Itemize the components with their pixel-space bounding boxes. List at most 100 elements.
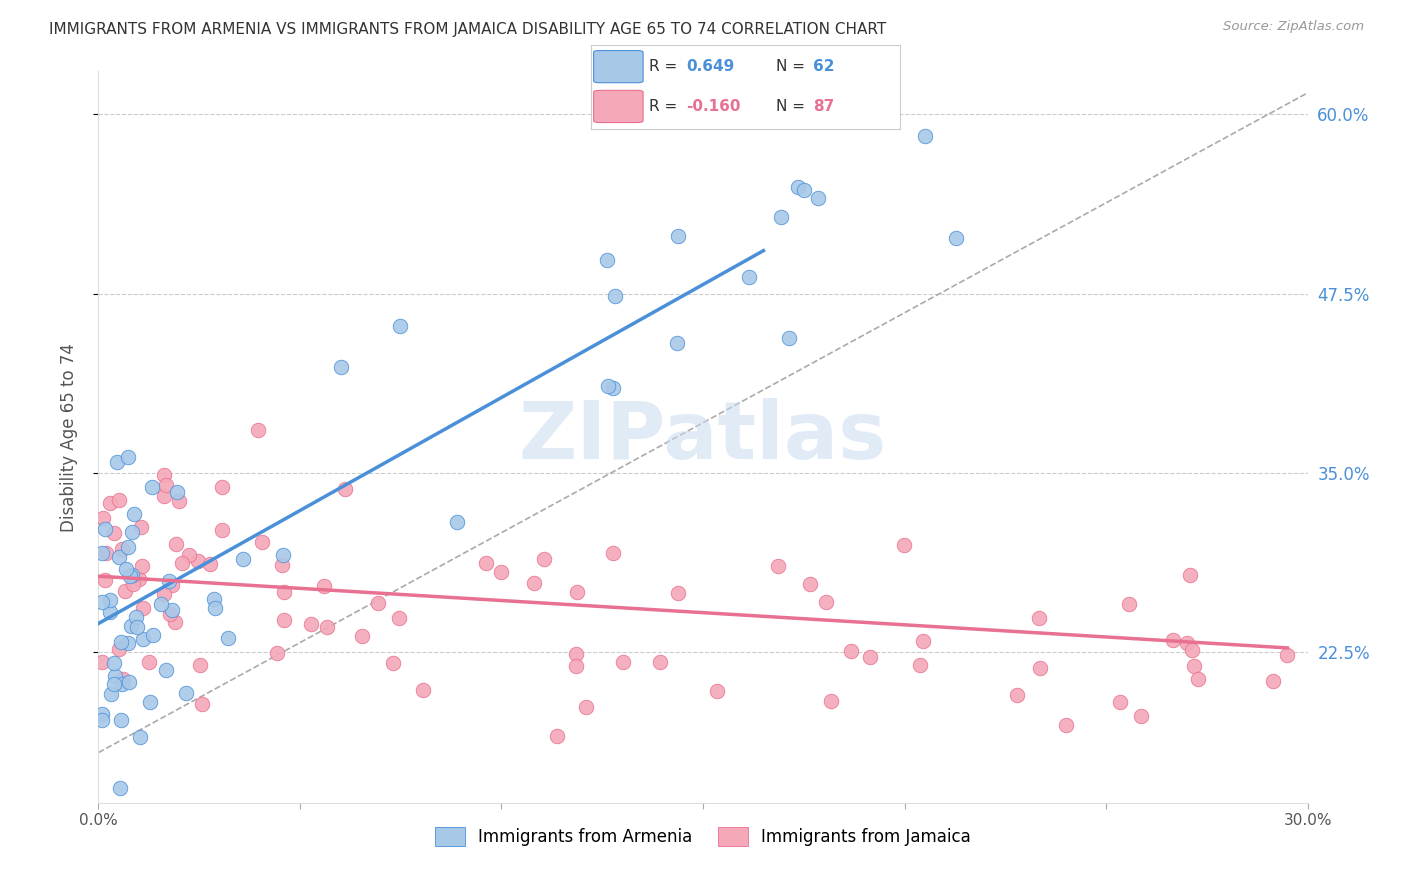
Legend: Immigrants from Armenia, Immigrants from Jamaica: Immigrants from Armenia, Immigrants from… bbox=[429, 821, 977, 853]
Point bbox=[139, 695, 162, 709]
Point bbox=[122, 577, 145, 591]
Point bbox=[814, 595, 837, 609]
Point bbox=[94, 522, 117, 536]
Point bbox=[778, 331, 800, 345]
Point bbox=[117, 541, 139, 555]
Point bbox=[138, 655, 160, 669]
Point bbox=[1182, 659, 1205, 673]
Point bbox=[893, 538, 915, 552]
Point bbox=[163, 615, 186, 630]
Point bbox=[602, 381, 624, 395]
Point bbox=[1187, 673, 1209, 687]
Point bbox=[523, 576, 546, 591]
Point bbox=[706, 683, 728, 698]
Point bbox=[118, 675, 141, 690]
Point bbox=[575, 699, 598, 714]
Point bbox=[91, 707, 114, 722]
Point bbox=[160, 577, 183, 591]
Point bbox=[807, 191, 830, 205]
Point bbox=[839, 644, 862, 658]
FancyBboxPatch shape bbox=[593, 90, 643, 122]
Point bbox=[1175, 636, 1198, 650]
Point bbox=[567, 585, 589, 599]
Point bbox=[131, 558, 153, 573]
Point bbox=[91, 656, 114, 670]
FancyBboxPatch shape bbox=[593, 51, 643, 83]
Text: 0.649: 0.649 bbox=[686, 59, 735, 74]
Point bbox=[132, 600, 155, 615]
Point bbox=[142, 627, 165, 641]
Point bbox=[103, 656, 125, 670]
Point bbox=[388, 318, 411, 333]
Text: R =: R = bbox=[650, 59, 682, 74]
Point bbox=[820, 694, 842, 708]
Point bbox=[1277, 648, 1299, 663]
Point bbox=[650, 655, 672, 669]
Point bbox=[160, 603, 183, 617]
Point bbox=[911, 633, 934, 648]
Point bbox=[153, 489, 176, 503]
Point bbox=[169, 494, 191, 508]
Point bbox=[766, 559, 789, 574]
Point bbox=[149, 598, 172, 612]
Point bbox=[111, 672, 134, 686]
Point bbox=[489, 565, 512, 579]
Point bbox=[159, 607, 181, 622]
Point bbox=[908, 658, 931, 673]
Point bbox=[110, 677, 132, 691]
Point bbox=[108, 549, 131, 564]
Point bbox=[191, 697, 214, 711]
Point bbox=[252, 534, 274, 549]
Point bbox=[91, 713, 114, 727]
Point bbox=[157, 574, 180, 588]
Point bbox=[602, 546, 624, 560]
Point bbox=[110, 714, 132, 728]
Point bbox=[316, 620, 339, 634]
Point bbox=[786, 179, 808, 194]
Point bbox=[1130, 709, 1153, 723]
Point bbox=[1118, 597, 1140, 611]
Point bbox=[155, 478, 177, 492]
Point bbox=[98, 593, 121, 607]
Point bbox=[125, 609, 148, 624]
Point bbox=[211, 480, 233, 494]
Point bbox=[117, 450, 139, 464]
Point bbox=[103, 677, 125, 691]
Point bbox=[198, 558, 221, 572]
Point bbox=[565, 648, 588, 662]
Point bbox=[1108, 695, 1130, 709]
Point bbox=[104, 668, 127, 682]
Point bbox=[666, 228, 689, 243]
Point bbox=[91, 546, 114, 560]
Point bbox=[111, 541, 134, 556]
Text: ZIPatlas: ZIPatlas bbox=[519, 398, 887, 476]
Point bbox=[273, 585, 295, 599]
Point bbox=[595, 253, 617, 268]
Point bbox=[105, 455, 128, 469]
Point bbox=[382, 656, 405, 670]
Point bbox=[475, 556, 498, 570]
Point bbox=[204, 601, 226, 615]
Point bbox=[211, 523, 233, 537]
Point bbox=[1263, 673, 1285, 688]
Point bbox=[108, 493, 131, 508]
Point bbox=[388, 611, 411, 625]
Point bbox=[273, 613, 295, 627]
Point bbox=[799, 577, 821, 591]
Point bbox=[188, 657, 211, 672]
Point bbox=[114, 583, 136, 598]
Point bbox=[945, 231, 967, 245]
Point bbox=[128, 572, 150, 586]
Point bbox=[153, 467, 176, 482]
Point bbox=[152, 587, 174, 601]
Point bbox=[738, 269, 761, 284]
Point bbox=[100, 687, 122, 701]
Point bbox=[122, 507, 145, 521]
Point bbox=[117, 636, 139, 650]
Point bbox=[110, 781, 132, 796]
Point bbox=[1029, 661, 1052, 675]
Point bbox=[564, 659, 586, 673]
Point bbox=[546, 729, 568, 743]
Point bbox=[612, 655, 634, 669]
Point bbox=[446, 516, 468, 530]
